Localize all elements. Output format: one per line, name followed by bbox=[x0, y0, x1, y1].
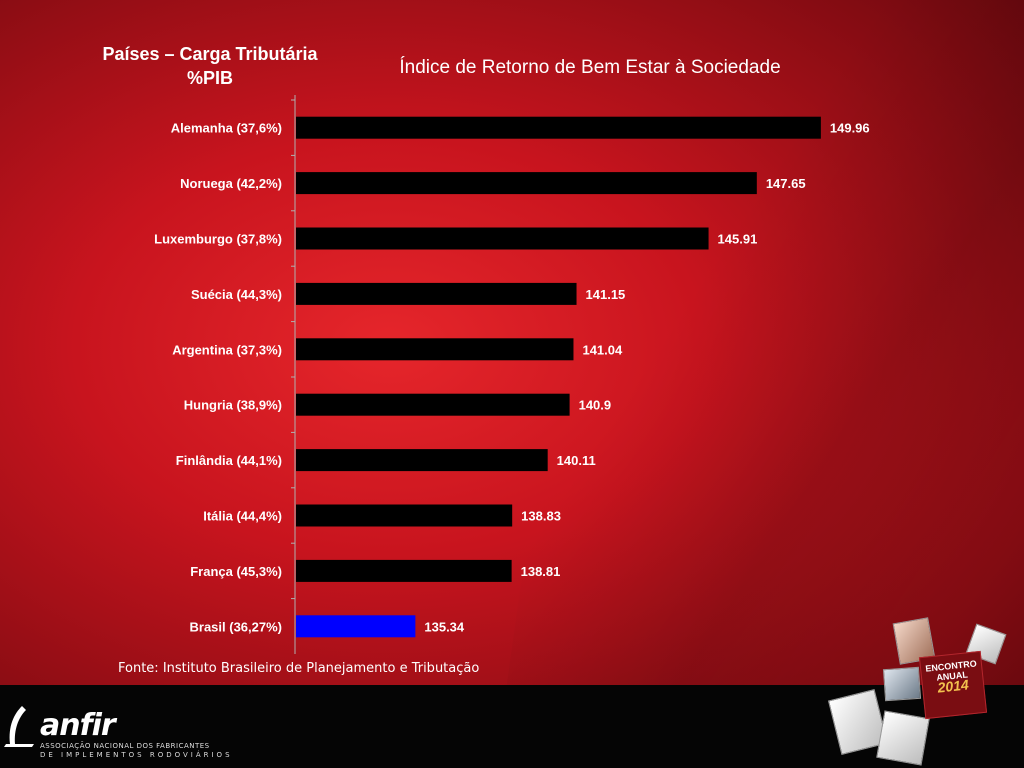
chart-title: Índice de Retorno de Bem Estar à Socieda… bbox=[399, 57, 781, 78]
bar bbox=[296, 504, 513, 527]
category-label: Alemanha (37,6%) bbox=[171, 121, 282, 136]
category-label: Itália (44,4%) bbox=[203, 509, 282, 524]
left-title: Países – Carga Tributária %PIB bbox=[102, 44, 318, 88]
value-label: 141.04 bbox=[582, 342, 623, 357]
emblem-cube-bottom bbox=[876, 710, 930, 766]
value-label: 145.91 bbox=[718, 232, 758, 247]
bar bbox=[296, 393, 570, 416]
category-label: Luxemburgo (37,8%) bbox=[154, 232, 282, 247]
event-badge: ENCONTRO ANUAL 2014 bbox=[918, 650, 988, 720]
value-label: 147.65 bbox=[766, 176, 806, 191]
event-emblem: ENCONTRO ANUAL 2014 bbox=[827, 617, 1010, 766]
bar bbox=[296, 615, 416, 638]
value-label: 135.34 bbox=[424, 619, 465, 634]
category-label: Finlândia (44,1%) bbox=[176, 453, 282, 468]
logo-mark-icon bbox=[4, 706, 34, 747]
bar bbox=[296, 449, 548, 472]
value-label: 141.15 bbox=[586, 287, 626, 302]
category-label: Argentina (37,3%) bbox=[172, 342, 282, 357]
source-note: Fonte: Instituto Brasileiro de Planejame… bbox=[118, 661, 480, 676]
emblem-cube-mid bbox=[882, 666, 922, 702]
value-label: 138.81 bbox=[521, 564, 561, 579]
value-label: 140.9 bbox=[579, 398, 612, 413]
category-label: França (45,3%) bbox=[190, 564, 282, 579]
bar bbox=[296, 116, 821, 139]
logo-word: anfir bbox=[40, 708, 116, 743]
bar bbox=[296, 227, 709, 250]
bar bbox=[296, 559, 512, 582]
category-label: Hungria (38,9%) bbox=[184, 398, 282, 413]
value-label: 149.96 bbox=[830, 121, 870, 136]
logo-tagline-2: DE IMPLEMENTOS RODOVIÁRIOS bbox=[40, 751, 233, 759]
anfir-logo: anfir ASSOCIAÇÃO NACIONAL DOS FABRICANTE… bbox=[4, 704, 244, 764]
category-label: Suécia (44,3%) bbox=[191, 287, 282, 302]
logo-tagline-1: ASSOCIAÇÃO NACIONAL DOS FABRICANTES bbox=[40, 742, 210, 750]
value-label: 140.11 bbox=[557, 453, 596, 468]
category-label: Brasil (36,27%) bbox=[190, 619, 283, 634]
bar bbox=[296, 282, 577, 305]
category-label: Noruega (42,2%) bbox=[180, 176, 282, 191]
bar bbox=[296, 172, 757, 195]
bar-chart: Alemanha (37,6%) 149.96 Noruega (42,2%) 147… bbox=[154, 95, 870, 654]
bar bbox=[296, 338, 574, 361]
value-label: 138.83 bbox=[521, 509, 561, 524]
